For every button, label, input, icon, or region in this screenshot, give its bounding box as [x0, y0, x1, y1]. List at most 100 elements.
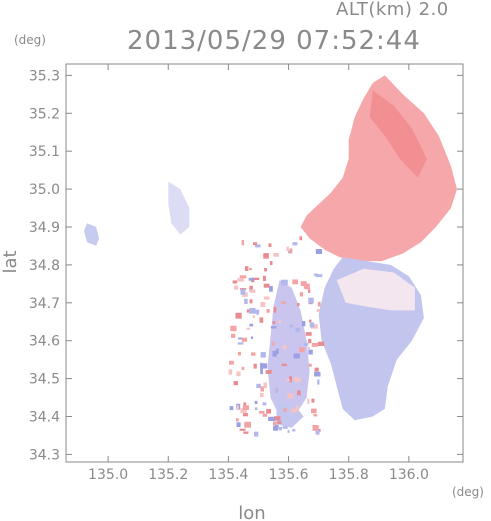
y-tick-label: 34.4: [29, 410, 60, 426]
echo-speckle: [254, 431, 259, 437]
echo-speckle: [287, 430, 290, 433]
y-tick-label: 34.5: [29, 372, 60, 388]
echo-speckle: [307, 398, 310, 405]
echo-speckle: [240, 408, 247, 414]
echo-speckle: [235, 418, 239, 422]
echo-speckle: [249, 299, 253, 304]
echo-speckle: [262, 402, 267, 406]
echo-speckle: [239, 275, 247, 279]
datetime-title: 2013/05/29 07:52:44: [127, 26, 421, 56]
echo-speckle: [311, 408, 317, 414]
echo-speckle: [289, 324, 293, 328]
plot-frame: [65, 63, 464, 463]
echo-speckle: [295, 405, 299, 411]
echo-speckle: [246, 309, 250, 313]
echo-speckle: [243, 413, 248, 417]
echo-speckle: [250, 289, 256, 293]
x-tick-label: 135.8: [329, 467, 369, 483]
echo-speckle: [244, 298, 248, 304]
echo-speckle: [251, 352, 256, 356]
echo-speckle: [316, 309, 320, 312]
echo-speckle: [269, 286, 273, 292]
echo-speckle: [252, 242, 258, 245]
echo-speckle: [233, 381, 238, 386]
y-tick-label: 34.9: [29, 220, 60, 236]
y-tick-label: 35.0: [29, 182, 60, 198]
echo-speckle: [272, 341, 275, 346]
echo-speckle: [276, 348, 279, 355]
echo-speckle: [232, 280, 238, 284]
echo-speckle: [293, 377, 301, 382]
echo-speckle: [299, 292, 304, 297]
echo-speckle: [253, 363, 257, 369]
echo-speckle: [297, 390, 301, 396]
echo-speckle: [249, 285, 253, 292]
echo-speckle: [249, 268, 252, 271]
echo-speckle: [263, 283, 270, 288]
y-tick-label: 34.8: [29, 258, 60, 274]
echo-speckle: [259, 411, 265, 414]
echo-speckle: [233, 285, 239, 290]
echo-speckle: [303, 284, 310, 289]
echo-speckle: [272, 321, 276, 325]
echo-speckle: [278, 319, 282, 324]
echo-speckle: [314, 371, 321, 377]
echo-speckle: [254, 400, 258, 405]
echo-speckle: [308, 349, 313, 355]
echo-speckle: [228, 369, 233, 375]
echo-speckle: [275, 387, 278, 394]
x-tick-label: 135.6: [269, 467, 309, 483]
echo-speckle: [292, 242, 298, 246]
echo-speckle: [237, 351, 241, 356]
echo-speckle: [274, 416, 281, 421]
echo-speckle: [296, 303, 300, 306]
echo-speckle: [317, 341, 325, 346]
x-tick-label: 136.0: [389, 467, 429, 483]
echo-speckle: [249, 323, 254, 327]
echo-speckle: [235, 312, 242, 319]
echo-speckle: [240, 289, 246, 295]
echo-speckle: [313, 414, 318, 417]
echo-speckle: [266, 309, 270, 313]
echo-speckle: [317, 379, 320, 385]
echo-speckle: [282, 426, 288, 429]
echo-speckle: [283, 408, 287, 413]
echo-speckle: [259, 317, 264, 323]
echo-speckle: [262, 413, 268, 417]
echo-speckle: [315, 430, 320, 435]
echo-speckle: [278, 426, 282, 431]
y-axis-ticks: 34.3 34.4 34.5 34.6 34.7 34.8 34.9 35.0 35.1 35.2…: [29, 68, 463, 463]
x-tick-label: 135.0: [88, 467, 128, 483]
echo-speckle: [270, 326, 277, 329]
echo-speckle: [237, 342, 244, 345]
echo-speckle: [244, 266, 249, 271]
echo-speckle: [246, 327, 251, 330]
y-tick-label: 35.2: [29, 106, 60, 122]
echo-speckle: [289, 376, 292, 383]
echo-speckle: [231, 333, 236, 338]
x-tick-label: 135.4: [208, 467, 248, 483]
x-unit-label: (deg): [452, 485, 484, 499]
echo-speckle: [305, 332, 312, 336]
echo-speckle: [270, 261, 273, 265]
echo-speckle: [304, 342, 309, 346]
echo-speckle: [293, 353, 300, 359]
echo-speckle: [251, 309, 255, 312]
echo-speckle: [243, 402, 247, 406]
echo-regions: [84, 75, 457, 428]
echo-speckle: [286, 246, 289, 252]
x-axis-title: lon: [238, 503, 265, 521]
echo-speckle: [301, 321, 306, 327]
echo-speckle: [236, 422, 241, 427]
echo-speckle: [239, 428, 246, 431]
echo-speckle: [265, 370, 272, 374]
echo-speckle: [292, 279, 298, 285]
echo-speckle: [307, 346, 310, 350]
echo-speckle: [260, 386, 264, 392]
echo-speckle: [243, 431, 249, 434]
echo-speckle: [314, 367, 319, 372]
echo-speckle: [281, 279, 288, 286]
y-tick-label: 34.6: [29, 334, 60, 350]
